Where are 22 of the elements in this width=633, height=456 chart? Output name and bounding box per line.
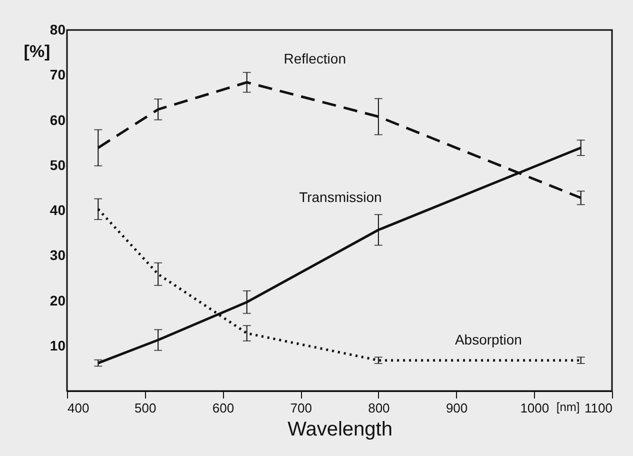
series-label: Transmission	[299, 188, 382, 205]
y-tick-label: 40	[50, 202, 66, 218]
y-axis-title: [%]	[24, 42, 50, 61]
y-tick-label: 50	[50, 156, 66, 173]
y-tick-label: 60	[50, 112, 66, 128]
x-tick-label: 1100	[584, 400, 612, 416]
text: [nm]	[556, 400, 580, 414]
series-label: Absorption	[454, 331, 522, 348]
y-tick-label: 10	[50, 337, 66, 354]
x-axis-title: Wavelength	[288, 418, 392, 440]
y-tick-label: 70	[50, 66, 66, 83]
x-tick-label: 800	[368, 400, 390, 416]
y-tick-label: 30	[50, 247, 66, 264]
x-tick-label: 700	[290, 400, 312, 416]
x-tick-label: 600	[212, 400, 234, 416]
x-tick-label: 500	[134, 400, 156, 416]
y-tick-label: 80	[50, 22, 66, 38]
x-tick-label: 900	[446, 400, 468, 416]
x-tick-label: 1000	[520, 400, 550, 416]
y-tick-label: 20	[50, 292, 66, 308]
series-label: Reflection	[284, 50, 346, 66]
x-tick-label: 400	[68, 400, 90, 416]
